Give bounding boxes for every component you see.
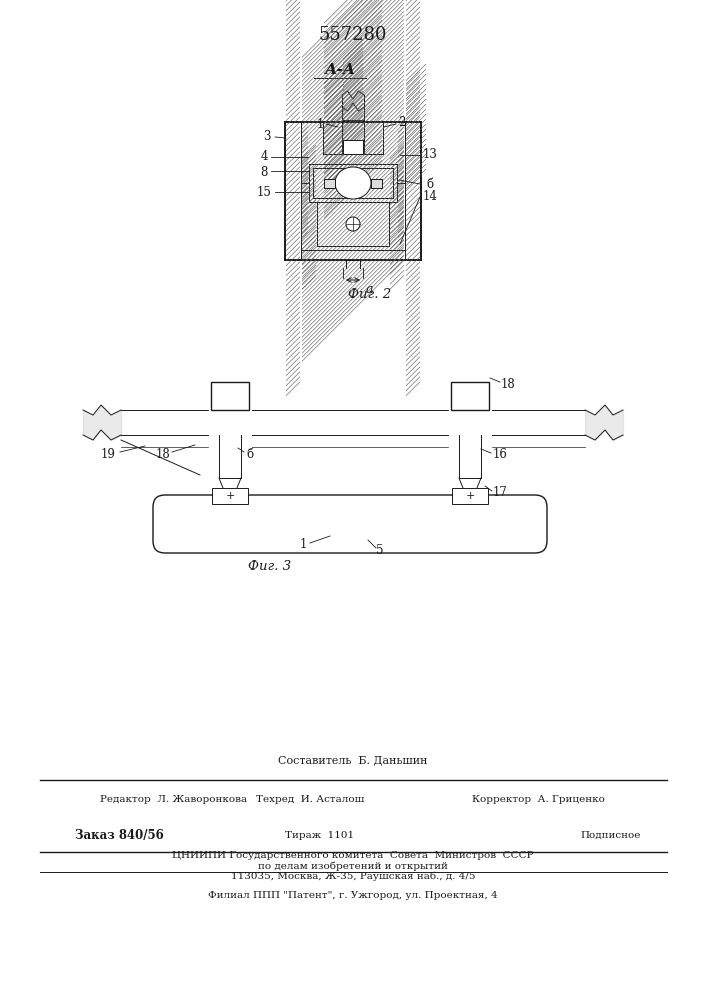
Text: 1: 1 [299,538,307,552]
Bar [398,165,404,201]
Text: 8: 8 [260,165,268,178]
Text: 557280: 557280 [319,26,387,44]
Text: 13: 13 [423,148,438,161]
Bar [212,488,248,504]
Text: a: a [366,283,373,296]
Bar [302,203,316,245]
Text: ЦНИИПИ Государственного комитета  Совета  Министров  СССР: ЦНИИПИ Государственного комитета Совета … [173,852,534,860]
Text: 15: 15 [257,186,271,198]
Text: б: б [247,448,254,462]
Bar [343,96,363,120]
Bar [302,165,308,201]
Bar [211,382,249,410]
Text: Фиг. 2: Фиг. 2 [349,288,392,301]
Text: +: + [226,491,235,501]
Circle shape [346,217,360,231]
Bar [406,123,426,153]
Text: Фиг. 3: Фиг. 3 [248,560,291,573]
Text: Тираж  1101: Тираж 1101 [286,830,355,840]
Text: 113035, Москва, Ж-35, Раушская наб., д. 4/5: 113035, Москва, Ж-35, Раушская наб., д. … [230,871,475,881]
Ellipse shape [335,167,371,199]
Text: по делам изобретений и открытий: по делам изобретений и открытий [258,861,448,871]
Text: Корректор  А. Гриценко: Корректор А. Гриценко [472,796,605,804]
Bar [286,123,300,259]
Text: 2: 2 [398,115,406,128]
Text: 17: 17 [493,486,508,498]
Bar [324,123,382,153]
Text: +: + [465,491,474,501]
Text: Составитель  Б. Даньшин: Составитель Б. Даньшин [279,755,428,765]
Text: 14: 14 [423,190,438,204]
Text: 3: 3 [263,130,271,143]
Text: Техред  И. Асталош: Техред И. Асталош [256,796,364,804]
Text: 18: 18 [156,448,170,462]
Bar [324,178,335,188]
Text: 16: 16 [493,448,508,462]
Bar [390,203,404,245]
Text: 1: 1 [316,118,324,131]
Bar [406,123,420,259]
Text: Редактор  Л. Жаворонкова: Редактор Л. Жаворонкова [100,796,247,804]
Text: А-А: А-А [325,63,356,77]
Bar [324,123,344,153]
Text: Заказ 840/56: Заказ 840/56 [75,828,164,842]
Bar [452,488,488,504]
Text: Филиал ППП "Патент", г. Ужгород, ул. Проектная, 4: Филиал ППП "Патент", г. Ужгород, ул. Про… [208,890,498,900]
Text: Подписное: Подписное [580,830,641,840]
FancyBboxPatch shape [153,495,547,553]
Text: 4: 4 [260,150,268,163]
Text: 18: 18 [501,378,515,391]
Bar [302,251,404,259]
Bar [451,382,489,410]
Bar [343,140,363,154]
Text: 19: 19 [100,448,115,462]
Text: б: б [426,178,433,190]
Bar [371,178,382,188]
Text: 5: 5 [376,544,384,556]
